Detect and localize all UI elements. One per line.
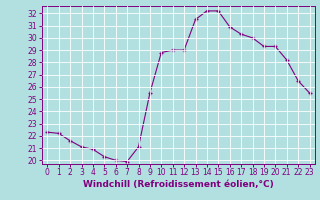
X-axis label: Windchill (Refroidissement éolien,°C): Windchill (Refroidissement éolien,°C) (83, 180, 274, 189)
